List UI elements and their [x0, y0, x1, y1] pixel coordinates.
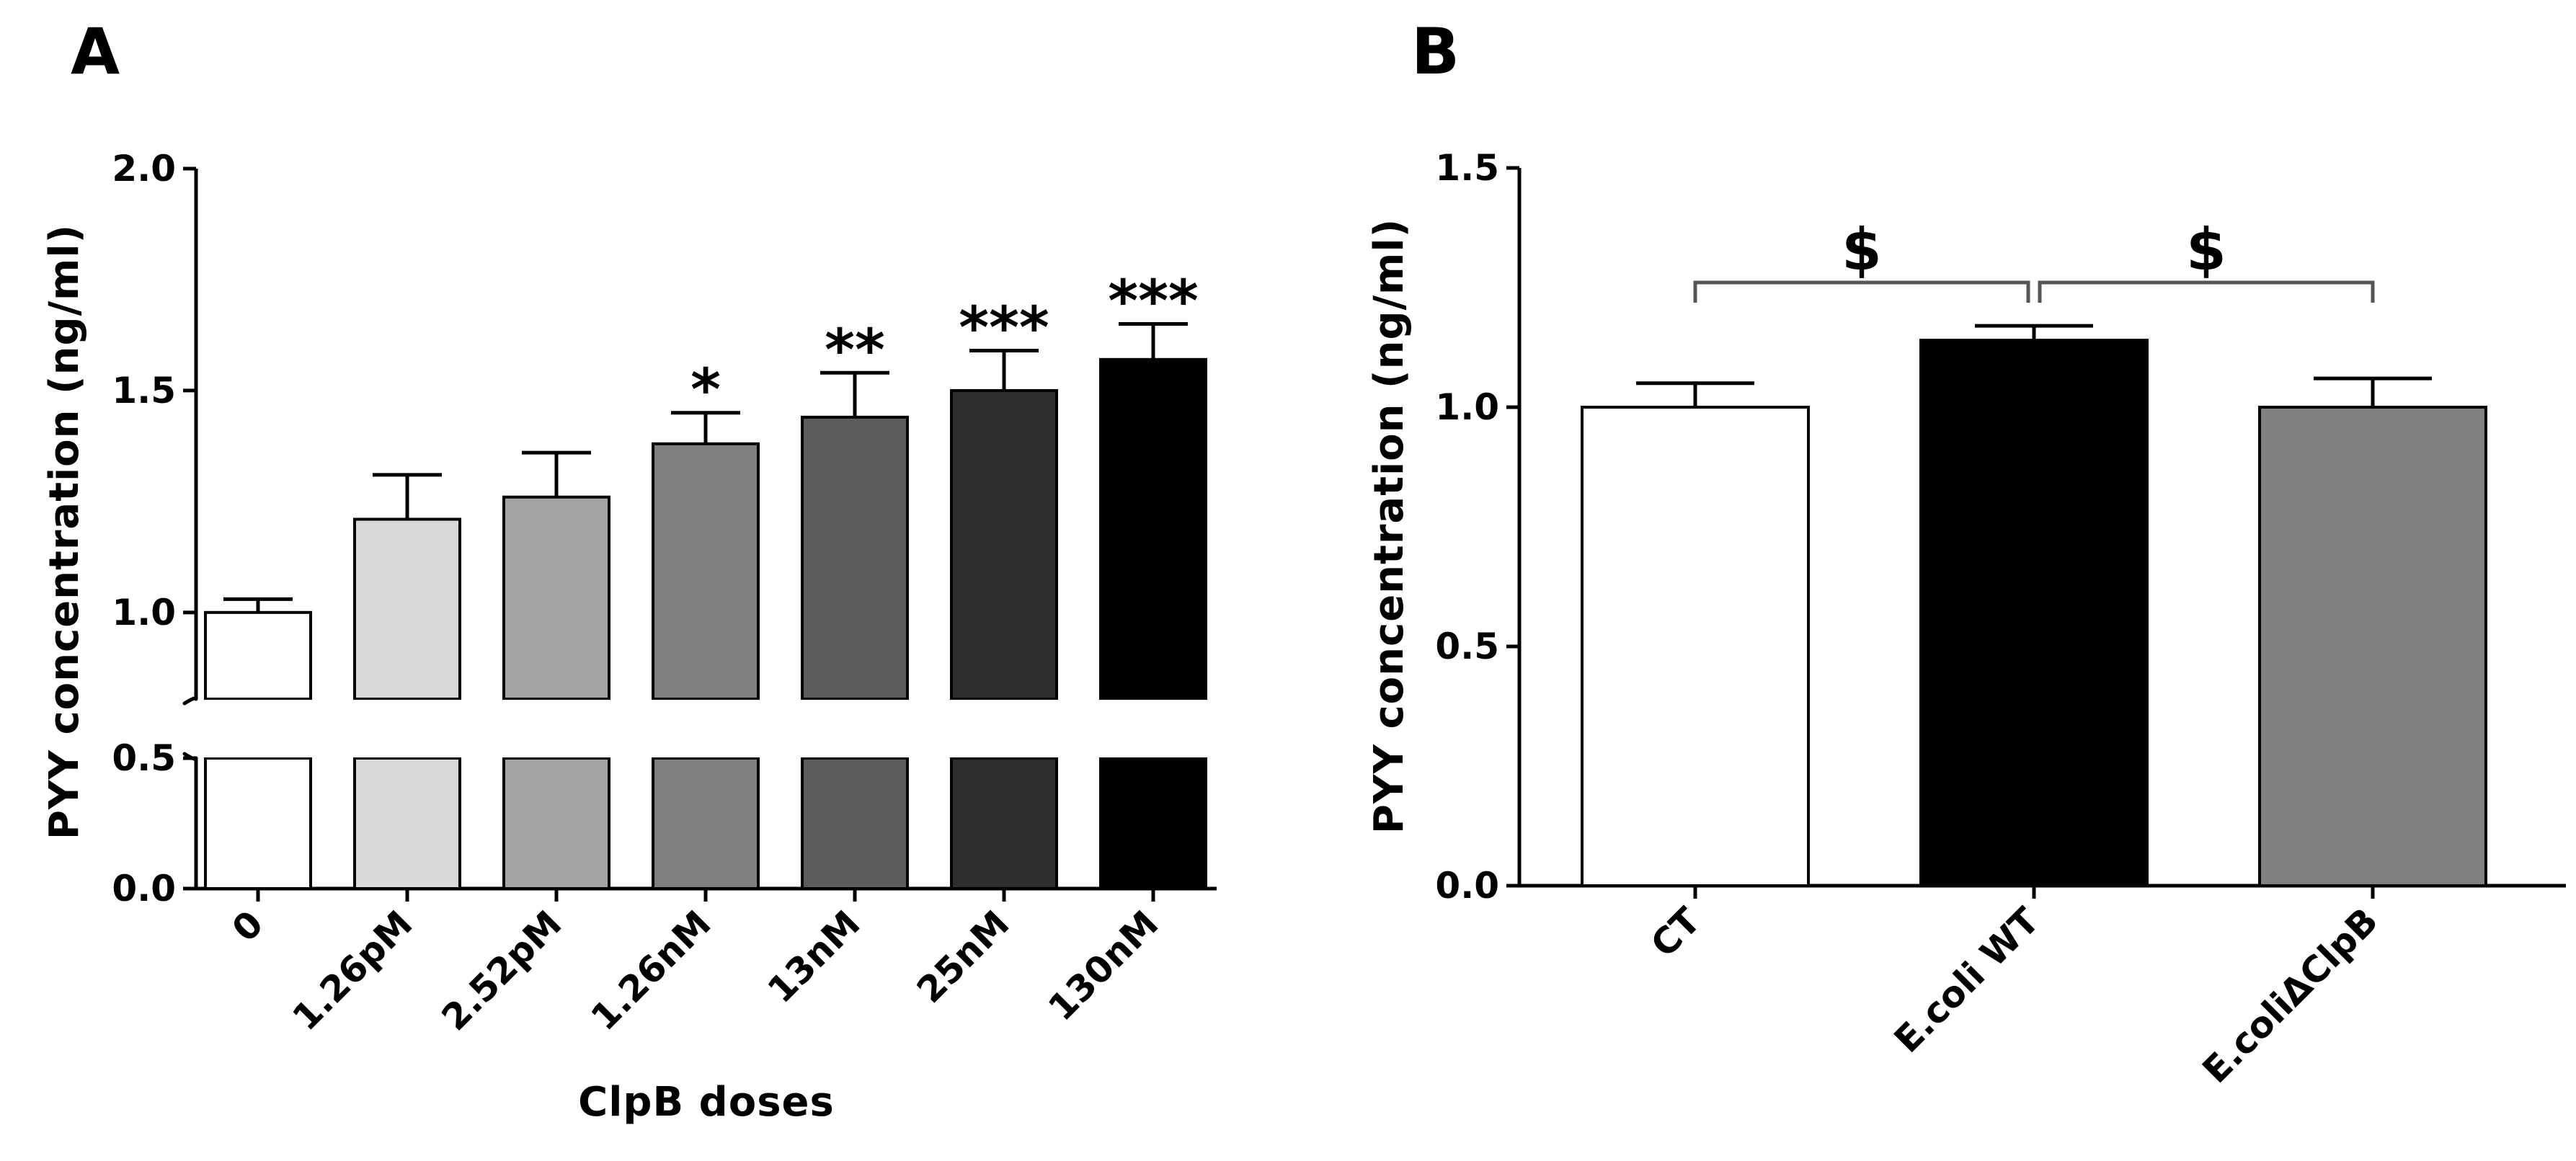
x-tick-label: 130nM	[1040, 902, 1166, 1028]
panel-a-letter: A	[71, 14, 120, 89]
x-tick-label: 2.52pM	[434, 902, 570, 1038]
bar-lower-segment	[950, 757, 1058, 890]
y-tick-label: 1.5	[1435, 147, 1499, 189]
bar	[353, 517, 461, 701]
y-tick-label: 1.5	[112, 370, 176, 412]
bar	[652, 442, 760, 700]
significance-bracket	[2038, 280, 2375, 303]
y-tick-label: 0.0	[112, 868, 176, 909]
bar-lower-segment	[1099, 757, 1207, 890]
axis-break-gap	[1098, 700, 1209, 757]
significance-label: ***	[959, 294, 1049, 361]
bar-lower-segment	[801, 757, 909, 890]
bar-lower-segment	[353, 757, 461, 890]
x-tick-label: 1.26nM	[583, 902, 719, 1038]
panel-b-letter: B	[1411, 14, 1460, 89]
x-tick-label: 1.26pM	[285, 902, 421, 1038]
axis-break-gap	[501, 700, 612, 757]
y-axis-title: PYY concentration (ng/ml)	[1366, 218, 1413, 834]
x-tick-label: 0	[224, 902, 272, 950]
bar	[2258, 406, 2487, 887]
panel-b: B 0.0 0.5 1.0 1.5 PYY concentration (ng/ml) C…	[1366, 14, 2566, 1091]
significance-label: ***	[1108, 268, 1199, 335]
bar	[950, 388, 1058, 701]
significance-bracket	[1693, 280, 2030, 303]
y-tick-label: 1.0	[112, 592, 176, 633]
axis-break-mark-upper	[182, 696, 198, 706]
bar	[204, 610, 312, 700]
bar	[801, 415, 909, 700]
bar	[1581, 406, 1810, 887]
bar	[1099, 357, 1207, 700]
x-tick-label: E.coliΔClpB	[2195, 899, 2386, 1091]
axis-break-gap	[949, 700, 1060, 757]
y-tick-label: 0.5	[1435, 626, 1499, 667]
y-tick-label: 2.0	[112, 148, 176, 190]
x-tick-label: 25nM	[909, 902, 1018, 1011]
y-tick-label: 0.5	[112, 737, 176, 779]
significance-label: $	[2186, 216, 2226, 283]
y-tick-label: 1.0	[1435, 386, 1499, 428]
panel-a: A 0.0 0.5 1.0 1.5 2.0 PYY concentration (ng/m…	[41, 14, 1217, 1126]
bar-lower-segment	[502, 757, 610, 890]
bar-lower-segment	[204, 757, 312, 890]
y-tick-label: 0.0	[1435, 865, 1499, 907]
axis-break-gap	[352, 700, 463, 757]
significance-label: $	[1842, 216, 1882, 283]
x-tick-label: CT	[1643, 899, 1708, 965]
significance-label: *	[690, 357, 721, 424]
x-tick-label: 13nM	[760, 902, 869, 1011]
x-tick-label: E.coli WT	[1886, 899, 2048, 1061]
y-axis-title: PYY concentration (ng/ml)	[41, 224, 88, 840]
bar	[502, 495, 610, 700]
axis-break-gap	[650, 700, 761, 757]
bar-lower-segment	[652, 757, 760, 890]
axis-break-gap	[799, 700, 910, 757]
x-axis-title: ClpB doses	[578, 1079, 835, 1126]
significance-label: **	[825, 316, 885, 383]
bar	[1919, 339, 2149, 888]
axis-break-gap	[203, 700, 314, 757]
